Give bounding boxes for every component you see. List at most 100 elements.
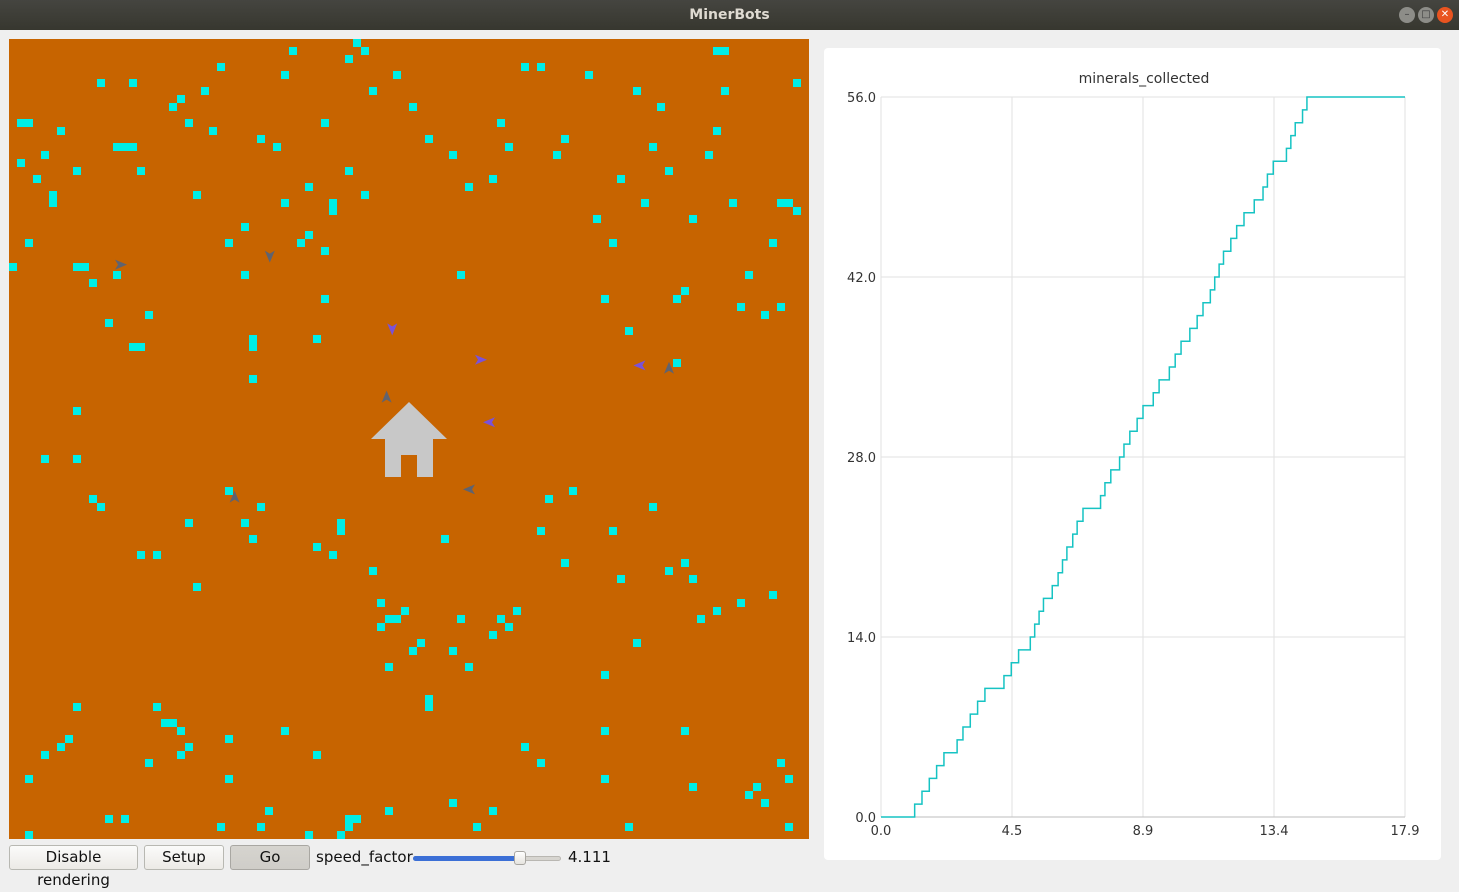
mineral [489, 807, 497, 815]
slider-fill [413, 856, 520, 861]
simulation-world[interactable] [9, 39, 809, 839]
mineral [353, 815, 361, 823]
mineral [321, 295, 329, 303]
mineral [345, 55, 353, 63]
x-tick-label: 8.9 [1133, 824, 1154, 839]
mineral [393, 615, 401, 623]
mineral [201, 87, 209, 95]
mineral [177, 95, 185, 103]
mineral [673, 295, 681, 303]
minimize-icon: – [1404, 9, 1410, 20]
miner-bot-agent [633, 360, 646, 371]
x-tick-label: 4.5 [1002, 824, 1023, 839]
close-button[interactable]: ✕ [1437, 7, 1453, 23]
mineral [729, 199, 737, 207]
maximize-icon: □ [1421, 9, 1431, 20]
mineral [137, 167, 145, 175]
mineral [345, 815, 353, 823]
mineral [145, 759, 153, 767]
slider-handle[interactable] [514, 851, 526, 865]
mineral [449, 647, 457, 655]
mineral [553, 151, 561, 159]
x-tick-label: 0.0 [871, 824, 892, 839]
mineral [225, 775, 233, 783]
miner-bot-agent [664, 361, 674, 374]
mineral [593, 215, 601, 223]
mineral [681, 559, 689, 567]
mineral [777, 199, 785, 207]
mineral [617, 575, 625, 583]
mineral [505, 623, 513, 631]
mineral [737, 599, 745, 607]
go-button[interactable]: Go [230, 845, 310, 870]
mineral [777, 759, 785, 767]
mineral [409, 103, 417, 111]
y-tick-label: 42.0 [847, 271, 876, 286]
mineral [601, 671, 609, 679]
mineral [281, 71, 289, 79]
mineral [257, 823, 265, 831]
mineral [497, 615, 505, 623]
mineral [25, 775, 33, 783]
mineral [713, 607, 721, 615]
mineral [121, 815, 129, 823]
setup-button[interactable]: Setup [144, 845, 224, 870]
mineral [313, 335, 321, 343]
mineral [737, 303, 745, 311]
mineral [113, 271, 121, 279]
mineral [657, 103, 665, 111]
mineral [89, 279, 97, 287]
x-tick-label: 17.9 [1391, 824, 1420, 839]
mineral [105, 815, 113, 823]
mineral [713, 47, 721, 55]
mineral [617, 175, 625, 183]
mineral [689, 783, 697, 791]
minimize-button[interactable]: – [1399, 7, 1415, 23]
disable-rendering-button[interactable]: Disable rendering [9, 845, 138, 889]
mineral [169, 103, 177, 111]
mineral [457, 271, 465, 279]
mineral [249, 343, 257, 351]
mineral [241, 223, 249, 231]
mineral [361, 191, 369, 199]
mineral [609, 527, 617, 535]
mineral [601, 727, 609, 735]
mineral [321, 119, 329, 127]
mineral [425, 695, 433, 703]
minerals-chart: minerals_collected 0.0 4.5 8.9 13.4 17.9 0.0 14… [847, 71, 1420, 839]
mineral [521, 63, 529, 71]
mineral [777, 303, 785, 311]
mineral [361, 47, 369, 55]
mineral [761, 799, 769, 807]
mineral [489, 175, 497, 183]
mineral [633, 87, 641, 95]
maximize-button[interactable]: □ [1418, 7, 1434, 23]
mineral [345, 167, 353, 175]
speed-factor-label: speed_factor [316, 848, 413, 866]
mineral [25, 119, 33, 127]
mineral [457, 615, 465, 623]
mineral [249, 535, 257, 543]
mineral [681, 287, 689, 295]
mineral [537, 63, 545, 71]
mineral [409, 647, 417, 655]
chart-title: minerals_collected [1079, 71, 1210, 87]
mineral [449, 151, 457, 159]
mineral [273, 143, 281, 151]
mineral [57, 743, 65, 751]
speed-factor-slider[interactable] [413, 851, 561, 865]
mineral [185, 743, 193, 751]
close-icon: ✕ [1440, 9, 1450, 20]
mineral [257, 503, 265, 511]
mineral [41, 455, 49, 463]
mineral [345, 823, 353, 831]
miner-bot-agent [463, 484, 475, 495]
mineral [89, 495, 97, 503]
mineral [545, 495, 553, 503]
mineral [121, 143, 129, 151]
mineral [297, 239, 305, 247]
mineral [217, 63, 225, 71]
mineral [25, 239, 33, 247]
mineral [745, 791, 753, 799]
mineral [313, 543, 321, 551]
